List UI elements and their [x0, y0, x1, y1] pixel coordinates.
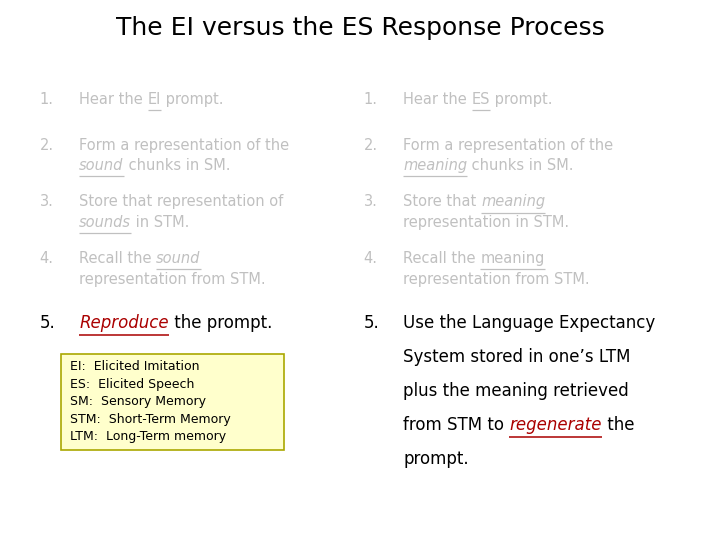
- Text: EI: EI: [148, 92, 161, 107]
- Text: meaning: meaning: [481, 194, 545, 210]
- Text: ES:  Elicited Speech: ES: Elicited Speech: [70, 377, 194, 390]
- Text: prompt.: prompt.: [161, 92, 223, 107]
- Text: Hear the: Hear the: [403, 92, 472, 107]
- Text: Form a representation of the: Form a representation of the: [403, 138, 613, 153]
- Text: from STM to: from STM to: [403, 416, 510, 434]
- Text: representation in STM.: representation in STM.: [403, 215, 570, 230]
- Text: Hear the: Hear the: [79, 92, 148, 107]
- Text: sound: sound: [156, 251, 201, 266]
- Text: in STM.: in STM.: [131, 215, 189, 230]
- Text: Recall the: Recall the: [403, 251, 480, 266]
- Text: representation from STM.: representation from STM.: [403, 272, 590, 287]
- Text: plus the meaning retrieved: plus the meaning retrieved: [403, 382, 629, 400]
- Text: prompt.: prompt.: [403, 450, 469, 468]
- Text: regenerate: regenerate: [510, 416, 602, 434]
- Text: Store that: Store that: [403, 194, 481, 210]
- Text: 3.: 3.: [40, 194, 53, 210]
- Text: 1.: 1.: [364, 92, 377, 107]
- Text: LTM:  Long-Term memory: LTM: Long-Term memory: [70, 430, 226, 443]
- Text: SM:  Sensory Memory: SM: Sensory Memory: [70, 395, 206, 408]
- Text: sound: sound: [79, 158, 124, 173]
- Text: meaning: meaning: [480, 251, 545, 266]
- Text: ES: ES: [472, 92, 490, 107]
- Text: STM:  Short-Term Memory: STM: Short-Term Memory: [70, 413, 230, 426]
- FancyBboxPatch shape: [61, 354, 284, 450]
- Text: the: the: [602, 416, 634, 434]
- Text: Reproduce: Reproduce: [79, 314, 168, 332]
- Text: 4.: 4.: [40, 251, 53, 266]
- Text: Recall the: Recall the: [79, 251, 156, 266]
- Text: Use the Language Expectancy: Use the Language Expectancy: [403, 314, 655, 332]
- Text: Store that representation of: Store that representation of: [79, 194, 284, 210]
- Text: prompt.: prompt.: [490, 92, 552, 107]
- Text: representation from STM.: representation from STM.: [79, 272, 266, 287]
- Text: System stored in one’s LTM: System stored in one’s LTM: [403, 348, 631, 366]
- Text: 4.: 4.: [364, 251, 377, 266]
- Text: The EI versus the ES Response Process: The EI versus the ES Response Process: [116, 16, 604, 40]
- Text: 2.: 2.: [364, 138, 378, 153]
- Text: sounds: sounds: [79, 215, 131, 230]
- Text: 5.: 5.: [40, 314, 55, 332]
- Text: 3.: 3.: [364, 194, 377, 210]
- Text: 5.: 5.: [364, 314, 379, 332]
- Text: chunks in SM.: chunks in SM.: [467, 158, 574, 173]
- Text: Form a representation of the: Form a representation of the: [79, 138, 289, 153]
- Text: chunks in SM.: chunks in SM.: [124, 158, 230, 173]
- Text: 1.: 1.: [40, 92, 53, 107]
- Text: 2.: 2.: [40, 138, 54, 153]
- Text: meaning: meaning: [403, 158, 467, 173]
- Text: EI:  Elicited Imitation: EI: Elicited Imitation: [70, 360, 199, 373]
- Text: the prompt.: the prompt.: [168, 314, 272, 332]
